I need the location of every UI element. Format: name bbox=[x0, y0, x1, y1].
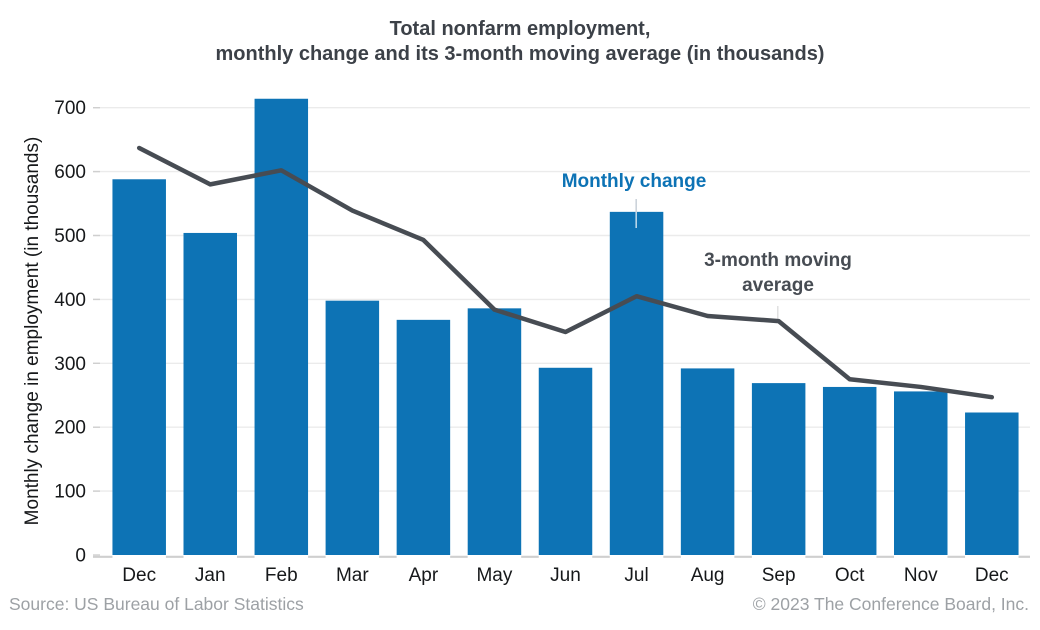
y-tick-label-700: 700 bbox=[54, 98, 86, 119]
bar-dec-0 bbox=[112, 179, 166, 555]
y-tick-label-100: 100 bbox=[54, 482, 86, 503]
series-label-monthly-change: Monthly change bbox=[562, 171, 707, 192]
moving-average-line bbox=[136, 145, 995, 400]
x-tick-label-jul-7: Jul bbox=[624, 565, 648, 586]
hover-cursor-artifacts bbox=[635, 199, 779, 321]
x-tick-label-nov-11: Nov bbox=[904, 565, 938, 586]
x-tick-label-apr-4: Apr bbox=[409, 565, 439, 586]
x-tick-label-dec-0: Dec bbox=[122, 565, 156, 586]
x-tick-label-mar-3: Mar bbox=[336, 565, 369, 586]
series-label-moving-average-line1: 3-month moving bbox=[704, 250, 852, 271]
series-label-moving-average-line2: average bbox=[742, 275, 814, 296]
x-tick-label-feb-2: Feb bbox=[265, 565, 298, 586]
x-tick-label-may-5: May bbox=[476, 565, 512, 586]
line-series-moving-average bbox=[136, 145, 995, 400]
x-tick-label-oct-10: Oct bbox=[835, 565, 865, 586]
bar-series-monthly-change bbox=[112, 98, 1019, 555]
bar-jan-1 bbox=[183, 232, 237, 555]
y-tick-label-400: 400 bbox=[54, 290, 86, 311]
bar-sep-9 bbox=[751, 383, 806, 555]
y-tick-label-0: 0 bbox=[75, 546, 86, 567]
source-note: Source: US Bureau of Labor Statistics bbox=[9, 594, 304, 614]
bar-mar-3 bbox=[325, 300, 380, 555]
bar-apr-4 bbox=[396, 319, 451, 555]
y-tick-label-200: 200 bbox=[54, 418, 86, 439]
bar-feb-2 bbox=[254, 98, 309, 555]
bar-dec-12 bbox=[965, 412, 1019, 555]
chart-title-line1: Total nonfarm employment, bbox=[389, 18, 651, 40]
bar-jun-6 bbox=[538, 367, 593, 555]
bar-may-5 bbox=[467, 308, 522, 555]
bar-oct-10 bbox=[822, 386, 877, 555]
bar-nov-11 bbox=[894, 391, 948, 555]
copyright-note: © 2023 The Conference Board, Inc. bbox=[752, 594, 1029, 614]
y-tick-label-500: 500 bbox=[54, 226, 86, 247]
x-tick-label-aug-8: Aug bbox=[691, 565, 725, 586]
bar-aug-8 bbox=[680, 368, 735, 555]
x-tick-label-dec-12: Dec bbox=[975, 565, 1009, 586]
y-tick-label-300: 300 bbox=[54, 354, 86, 375]
chart-title-line2: monthly change and its 3-month moving av… bbox=[215, 43, 825, 65]
chart-title: Total nonfarm employment, monthly change… bbox=[0, 17, 1040, 67]
y-tick-label-600: 600 bbox=[54, 162, 86, 183]
axis-tick-labels: 0 100 200 300 400 500 600 700 Dec Jan Feb Mar Apr May… bbox=[54, 98, 1008, 586]
x-tick-label-jan-1: Jan bbox=[195, 565, 226, 586]
bar-jul-7 bbox=[609, 211, 664, 555]
x-tick-label-sep-9: Sep bbox=[762, 565, 796, 586]
x-tick-label-jun-6: Jun bbox=[550, 565, 581, 586]
